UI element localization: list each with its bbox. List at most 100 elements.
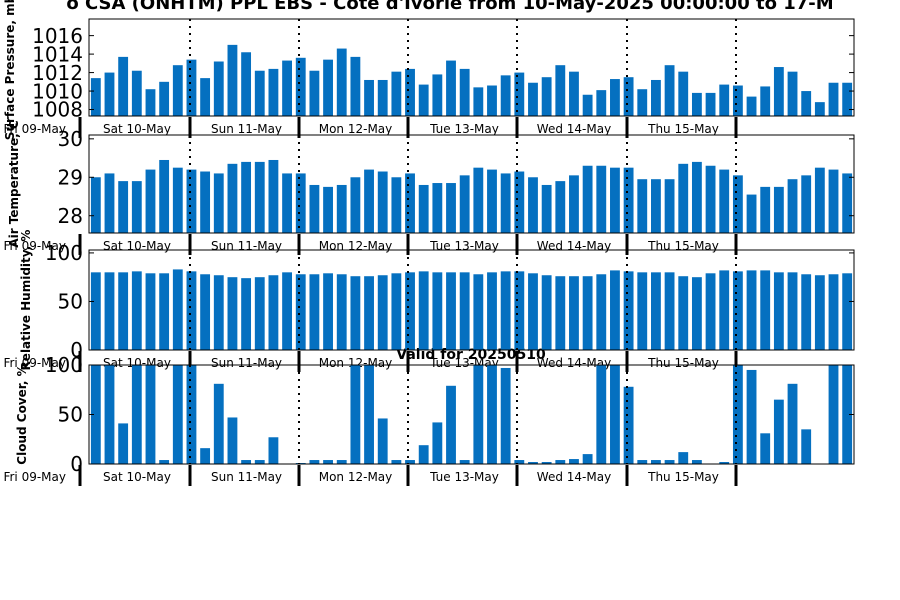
y-tick-label: 1008	[32, 98, 83, 122]
bar	[186, 365, 197, 464]
bar	[569, 459, 579, 464]
bar	[145, 273, 156, 350]
day-label: Wed 14-May	[537, 356, 611, 370]
bar	[732, 365, 743, 464]
y-tick-label: 50	[58, 290, 83, 314]
bar	[610, 270, 620, 350]
bar	[159, 460, 170, 464]
bar	[541, 77, 552, 116]
bar	[596, 274, 607, 350]
bar	[405, 68, 415, 116]
bar	[569, 175, 579, 233]
bar	[582, 94, 593, 116]
bar	[623, 77, 634, 116]
bar	[610, 167, 620, 233]
bar	[801, 91, 812, 116]
bar	[814, 275, 825, 350]
bar	[773, 272, 784, 350]
bar	[377, 79, 388, 116]
day-label: Sun 11-May	[211, 356, 282, 370]
bar	[268, 68, 279, 116]
bar	[514, 460, 525, 464]
bar	[691, 92, 702, 116]
bar	[336, 274, 347, 350]
bar	[200, 448, 211, 464]
bar	[418, 184, 429, 233]
day-label: Sun 11-May	[211, 470, 282, 484]
bar	[828, 82, 839, 116]
bar	[473, 365, 484, 464]
bar	[596, 365, 607, 464]
bar	[610, 79, 620, 116]
day-label: Sat 10-May	[103, 122, 171, 136]
bar	[773, 399, 784, 464]
bar	[131, 365, 142, 464]
day-label: Wed 14-May	[537, 239, 611, 253]
bar	[364, 79, 374, 116]
bar	[582, 454, 593, 464]
bar	[282, 173, 292, 233]
bar	[227, 163, 238, 233]
bar	[172, 167, 183, 233]
bar	[446, 60, 456, 116]
bar	[787, 179, 798, 233]
bar	[664, 65, 675, 116]
bar	[405, 173, 415, 233]
day-label: Fri 09-May	[3, 239, 66, 253]
bar	[241, 460, 252, 464]
bar	[541, 275, 552, 350]
bar	[200, 78, 211, 116]
bar	[528, 273, 538, 350]
bar	[90, 365, 101, 464]
bar	[350, 177, 361, 233]
bar	[732, 175, 743, 233]
bar	[432, 422, 443, 464]
bar	[172, 65, 183, 116]
bar	[90, 177, 101, 233]
y-axis-label: Air Temperature, C	[7, 120, 21, 248]
bar	[664, 272, 675, 350]
bar	[254, 277, 265, 350]
bar	[118, 181, 129, 233]
bar	[213, 275, 224, 350]
bar	[391, 460, 402, 464]
bar	[159, 273, 170, 350]
bar	[569, 71, 579, 116]
bar	[473, 274, 484, 350]
bar	[732, 85, 743, 116]
bar	[569, 276, 579, 350]
day-label: Thu 15-May	[647, 122, 719, 136]
bar	[364, 169, 374, 233]
bar	[227, 417, 238, 464]
bar	[268, 275, 279, 350]
bar	[118, 272, 129, 350]
bar	[104, 173, 115, 233]
bar	[514, 72, 525, 116]
bar	[391, 71, 402, 116]
day-label: Fri 09-May	[3, 470, 66, 484]
bar	[828, 274, 839, 350]
bar	[391, 273, 402, 350]
bar	[787, 383, 798, 464]
bar	[418, 84, 429, 116]
valid-label: Valid for 20250510	[396, 347, 546, 363]
bar	[705, 273, 716, 350]
day-label: Tue 13-May	[429, 470, 499, 484]
bar	[814, 167, 825, 233]
bar	[500, 367, 511, 464]
bar	[473, 167, 484, 233]
bar	[350, 56, 361, 116]
day-label: Thu 15-May	[647, 470, 719, 484]
bar	[241, 278, 252, 350]
bar	[227, 44, 238, 117]
bar	[282, 60, 292, 116]
bar	[323, 186, 333, 233]
bar	[514, 271, 525, 350]
day-label: Fri 09-May	[3, 356, 66, 370]
day-label: Thu 15-May	[647, 356, 719, 370]
bar	[651, 179, 661, 233]
bar	[637, 460, 648, 464]
bar	[446, 272, 456, 350]
bar	[323, 59, 333, 116]
bar	[432, 183, 443, 233]
